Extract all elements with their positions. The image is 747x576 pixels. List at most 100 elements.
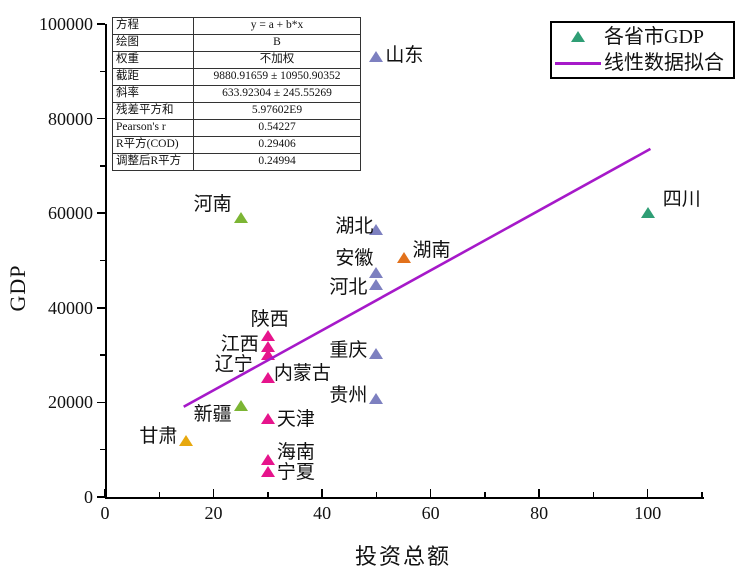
point-label: 陕西 — [250, 309, 289, 331]
point-label: 新疆 — [193, 404, 232, 426]
stats-row-value: 0.54227 — [193, 119, 361, 137]
point-label: 宁夏 — [276, 462, 315, 484]
y-major-tick — [97, 212, 105, 214]
stats-row-value: y = a + b*x — [193, 17, 361, 35]
x-tick-label: 40 — [313, 503, 332, 523]
stats-row-label: Pearson's r — [112, 119, 194, 137]
scatter-point — [233, 400, 248, 412]
y-tick-label: 80000 — [48, 108, 93, 129]
point-label: 辽宁 — [214, 354, 253, 376]
stats-row-value: 0.24994 — [193, 153, 361, 171]
stats-row-value: 633.92304 ± 245.55269 — [193, 85, 361, 103]
point-label: 湖南 — [412, 240, 451, 262]
y-axis-title: GDP — [5, 264, 30, 312]
stats-row: 残差平方和 5.97602E9 — [112, 102, 361, 120]
legend-item: 各省市GDP — [552, 24, 733, 50]
x-major-tick — [321, 489, 323, 497]
stats-row-label: 方程 — [112, 17, 194, 35]
scatter-point — [369, 392, 384, 404]
y-major-tick — [97, 496, 105, 498]
stats-row-label: 斜率 — [112, 85, 194, 103]
stats-row-label: 调整后R平方 — [112, 153, 194, 171]
x-minor-tick — [267, 492, 269, 497]
x-minor-tick — [701, 492, 703, 497]
point-label: 重庆 — [329, 340, 368, 362]
stats-row: 截距 9880.91659 ± 10950.90352 — [112, 68, 361, 86]
y-major-tick — [97, 401, 105, 404]
stats-row-label: 残差平方和 — [112, 102, 194, 120]
x-tick-label: 100 — [634, 503, 662, 523]
point-label: 天津 — [276, 408, 315, 430]
stats-row: 方程 y = a + b*x — [112, 17, 361, 35]
x-minor-tick — [158, 492, 161, 497]
stats-row: 绘图 B — [112, 34, 361, 52]
x-major-tick — [429, 489, 432, 497]
y-minor-tick — [100, 354, 105, 356]
point-label: 内蒙古 — [273, 362, 331, 384]
stats-row-value: B — [193, 34, 361, 52]
x-tick-label: 20 — [204, 503, 223, 523]
scatter-point — [640, 207, 655, 219]
regression-stats-table: 方程 y = a + b*x 绘图 B 权重 不加权 截距 9880.91659 ± 1095… — [112, 17, 361, 171]
x-tick-label: 60 — [421, 503, 440, 523]
stats-row: 权重 不加权 — [112, 51, 361, 69]
scatter-point — [260, 454, 275, 466]
scatter-point — [396, 252, 411, 264]
scatter-point — [369, 279, 384, 291]
stats-row: 调整后R平方 0.24994 — [112, 153, 361, 171]
y-major-tick — [97, 23, 105, 25]
y-tick-label: 20000 — [48, 392, 93, 413]
y-tick-label: 60000 — [48, 203, 93, 224]
point-label: 河北 — [329, 277, 368, 299]
stats-row: R平方(COD) 0.29406 — [112, 136, 361, 154]
stats-row-label: 截距 — [112, 68, 194, 86]
y-major-tick — [97, 117, 105, 120]
triangle-marker-icon — [552, 31, 604, 43]
point-label: 山东 — [385, 45, 424, 67]
point-label: 四川 — [662, 189, 701, 211]
y-tick-label: 40000 — [48, 297, 93, 318]
fit-line-icon — [552, 61, 604, 65]
x-minor-tick — [375, 492, 378, 497]
scatter-point — [260, 412, 275, 424]
y-minor-tick — [100, 165, 105, 167]
point-label: 贵州 — [329, 384, 368, 406]
y-tick-label: 100000 — [39, 14, 93, 34]
legend-item: 线性数据拟合 — [552, 50, 733, 76]
plot-area — [105, 24, 704, 499]
x-minor-tick — [484, 492, 486, 497]
legend-triangle-icon — [571, 31, 585, 43]
x-axis-title: 投资总额 — [354, 544, 452, 569]
x-major-tick — [538, 489, 540, 497]
stats-row-label: 绘图 — [112, 34, 194, 52]
stats-row-value: 0.29406 — [193, 136, 361, 154]
scatter-point — [260, 330, 275, 342]
scatter-point — [233, 211, 248, 223]
stats-row-value: 不加权 — [193, 51, 361, 69]
stats-row-label: 权重 — [112, 51, 194, 69]
y-minor-tick — [100, 70, 105, 73]
legend-box: 各省市GDP 线性数据拟合 — [550, 21, 735, 79]
scatter-point — [179, 435, 194, 447]
point-label: 江西 — [220, 333, 259, 355]
point-label: 安徽 — [335, 247, 374, 269]
scatter-point — [369, 51, 384, 63]
stats-row-value: 5.97602E9 — [193, 102, 361, 120]
y-minor-tick — [100, 448, 105, 451]
legend-item-label: 线性数据拟合 — [604, 52, 724, 75]
legend-line-icon — [555, 61, 601, 65]
legend-item-label: 各省市GDP — [604, 25, 705, 48]
x-major-tick — [104, 489, 106, 497]
point-label: 湖北 — [335, 216, 374, 238]
point-label: 甘肃 — [139, 426, 178, 448]
y-tick-label: 0 — [84, 487, 93, 507]
point-label: 海南 — [276, 442, 315, 464]
scatter-point — [260, 371, 275, 383]
x-major-tick — [212, 489, 215, 497]
scatter-point — [369, 348, 384, 360]
x-tick-label: 0 — [100, 503, 110, 523]
x-tick-label: 80 — [530, 503, 549, 523]
x-major-tick — [646, 489, 649, 497]
x-minor-tick — [592, 492, 595, 497]
